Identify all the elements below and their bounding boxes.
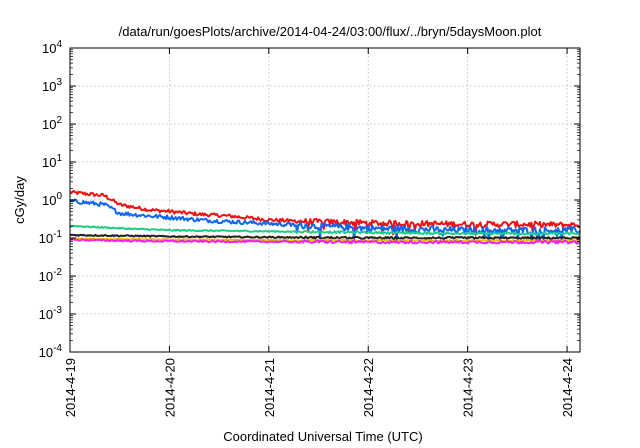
y-tick-label: 101: [42, 153, 62, 170]
grid: [70, 48, 580, 352]
x-tick-label: 2014-4-24: [560, 358, 575, 417]
chart-title: /data/run/goesPlots/archive/2014-04-24/0…: [119, 24, 542, 39]
y-tick-label: 10-4: [39, 343, 63, 360]
series-line: [69, 198, 581, 243]
series-group: [69, 189, 581, 245]
series-line: [69, 237, 581, 243]
series-line: [69, 224, 581, 236]
series-line: [69, 238, 581, 245]
x-tick-label: 2014-4-23: [461, 358, 476, 417]
x-tick-label: 2014-4-21: [262, 358, 277, 417]
x-tick-label: 2014-4-22: [361, 358, 376, 417]
ticks-group: 104 103 102 101 100 10-1 10-2 10-3 10-42014-4-19…: [39, 39, 580, 417]
series-line: [70, 233, 581, 240]
y-axis-label: cGy/day: [12, 176, 27, 224]
y-tick-label: 10-2: [39, 267, 63, 284]
y-tick-label: 102: [42, 115, 62, 132]
x-axis-label: Coordinated Universal Time (UTC): [223, 429, 422, 444]
y-tick-label: 103: [42, 77, 62, 94]
y-tick-label: 104: [42, 39, 62, 56]
series-line: [69, 189, 581, 236]
x-tick-label: 2014-4-20: [162, 358, 177, 417]
y-tick-label: 10-3: [39, 305, 63, 322]
x-tick-label: 2014-4-19: [63, 358, 78, 417]
y-tick-label: 10-1: [39, 229, 63, 246]
y-tick-label: 100: [42, 191, 62, 208]
